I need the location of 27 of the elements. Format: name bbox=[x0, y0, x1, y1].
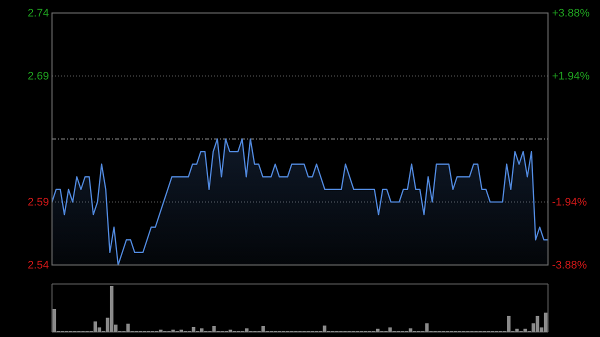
bar bbox=[261, 326, 265, 332]
bar bbox=[523, 328, 527, 332]
bar bbox=[192, 326, 196, 332]
y2-tick-label: -1.94% bbox=[552, 196, 588, 209]
bar bbox=[388, 327, 392, 332]
y2-tick-label: +3.88% bbox=[552, 8, 590, 20]
y-tick-label: 2.74 bbox=[28, 8, 49, 20]
y-tick-label: 2.69 bbox=[28, 70, 49, 83]
y2-tick-label: -3.88% bbox=[552, 260, 588, 272]
bar bbox=[544, 312, 548, 332]
bar bbox=[212, 326, 216, 332]
bar bbox=[536, 316, 540, 332]
y-tick-label: 2.59 bbox=[28, 196, 49, 209]
bar bbox=[200, 328, 204, 332]
bar bbox=[110, 286, 114, 332]
bar bbox=[376, 328, 380, 332]
y2-tick-label: +1.94% bbox=[552, 70, 590, 83]
bar bbox=[507, 316, 511, 332]
bar bbox=[408, 328, 412, 332]
bar bbox=[322, 326, 326, 332]
bar bbox=[52, 309, 56, 332]
bar bbox=[94, 321, 98, 332]
bar bbox=[126, 324, 130, 332]
y-tick-label: 2.54 bbox=[28, 260, 49, 272]
bar bbox=[515, 328, 519, 332]
bar bbox=[245, 328, 249, 332]
bar bbox=[425, 323, 429, 332]
